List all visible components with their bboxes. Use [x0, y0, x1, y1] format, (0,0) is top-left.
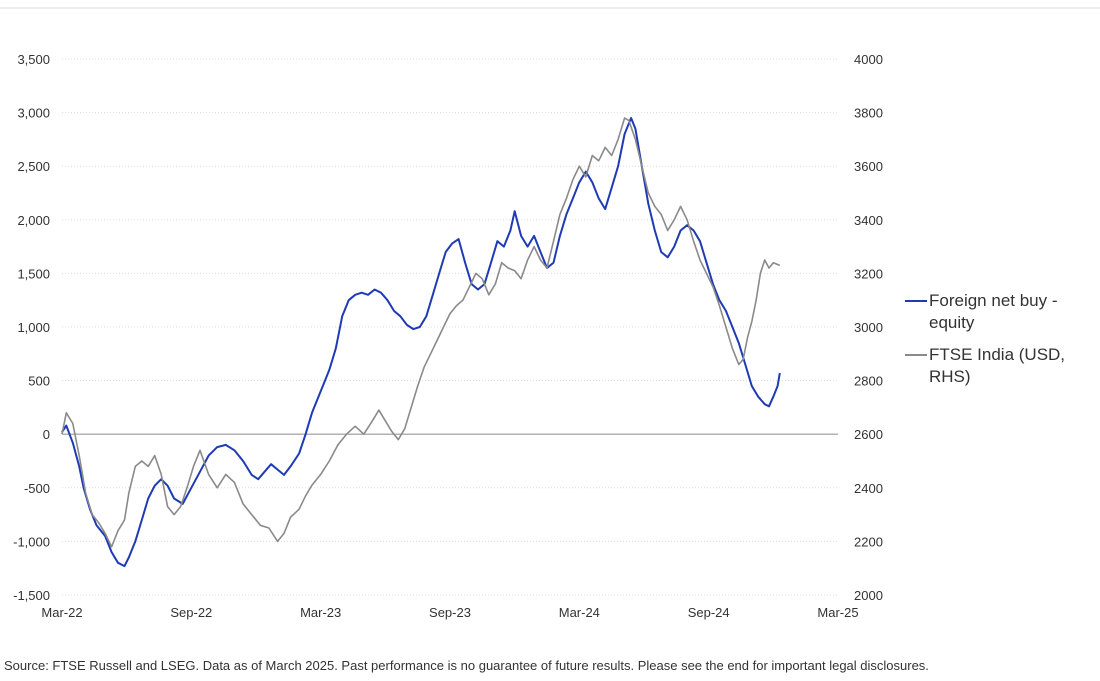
- left-tick-label: 0: [43, 427, 50, 442]
- left-tick-label: 1,000: [17, 320, 50, 335]
- x-axis-ticks: Mar-22 Sep-22 Mar-23 Sep-23 Mar-24 Sep-24 Mar-…: [41, 605, 858, 620]
- left-tick-label: 500: [28, 374, 50, 389]
- x-tick-label: Mar-25: [817, 605, 858, 620]
- legend-item-ftse-india: FTSE India (USD, RHS): [905, 344, 1095, 388]
- left-tick-label: 3,500: [17, 52, 50, 67]
- right-tick-label: 2200: [854, 534, 883, 549]
- legend-label: RHS): [929, 367, 971, 386]
- legend-label: FTSE India (USD,: [929, 345, 1066, 364]
- legend-swatch: [905, 300, 927, 302]
- left-tick-label: 2,500: [17, 159, 50, 174]
- x-tick-label: Sep-24: [688, 605, 730, 620]
- x-tick-label: Mar-23: [300, 605, 341, 620]
- right-axis-ticks: 4000 3800 3600 3400 3200 3000 2800 2600 2400 2200…: [854, 52, 883, 603]
- right-tick-label: 3600: [854, 159, 883, 174]
- series-lines: [61, 117, 781, 568]
- x-tick-label: Mar-22: [41, 605, 82, 620]
- gridlines: [62, 58, 838, 596]
- x-tick-label: Mar-24: [559, 605, 600, 620]
- right-tick-label: 3000: [854, 320, 883, 335]
- right-tick-label: 2800: [854, 374, 883, 389]
- right-tick-label: 2600: [854, 427, 883, 442]
- right-tick-label: 3200: [854, 266, 883, 281]
- left-tick-label: -1,500: [13, 588, 50, 603]
- source-note: Source: FTSE Russell and LSEG. Data as o…: [4, 658, 929, 673]
- left-tick-label: 3,000: [17, 106, 50, 121]
- legend-label: Foreign net buy -: [929, 291, 1058, 310]
- left-axis-ticks: 3,500 3,000 2,500 2,000 1,500 1,000 500 0 -500 -1…: [13, 52, 50, 603]
- right-tick-label: 3800: [854, 106, 883, 121]
- legend-swatch: [905, 354, 927, 356]
- x-tick-label: Sep-22: [170, 605, 212, 620]
- left-tick-label: 2,000: [17, 213, 50, 228]
- right-tick-label: 2400: [854, 481, 883, 496]
- right-tick-label: 2000: [854, 588, 883, 603]
- right-tick-label: 3400: [854, 213, 883, 228]
- series-line-foreign-net-buy: [61, 117, 781, 568]
- legend-label: equity: [929, 313, 975, 332]
- left-tick-label: 1,500: [17, 266, 50, 281]
- series-line-ftse-india: [61, 117, 781, 548]
- right-tick-label: 4000: [854, 52, 883, 67]
- legend-item-foreign-net-buy: Foreign net buy - equity: [905, 290, 1095, 334]
- legend: Foreign net buy - equity FTSE India (USD…: [905, 290, 1095, 398]
- x-tick-label: Sep-23: [429, 605, 471, 620]
- left-tick-label: -1,000: [13, 534, 50, 549]
- left-tick-label: -500: [24, 481, 50, 496]
